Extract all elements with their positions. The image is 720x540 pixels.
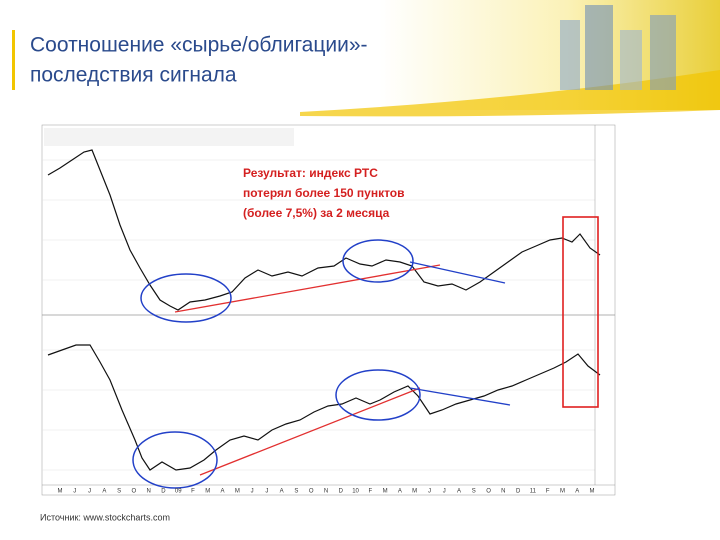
month-label: M	[235, 489, 240, 495]
month-label: M	[590, 489, 595, 495]
title: Соотношение «сырье/облигации»-	[30, 34, 368, 57]
month-label: O	[132, 489, 137, 495]
building	[620, 30, 642, 90]
month-label: J	[265, 489, 268, 495]
building	[650, 15, 676, 90]
month-label: M	[560, 489, 565, 495]
month-label: A	[575, 489, 579, 495]
month-label: A	[398, 489, 402, 495]
month-label: J	[88, 489, 91, 495]
month-label: A	[457, 489, 461, 495]
month-label: J	[73, 489, 76, 495]
annotation-line: (более 7,5%) за 2 месяца	[243, 206, 390, 220]
month-label: D	[161, 489, 166, 495]
month-label: J	[428, 489, 431, 495]
x-axis-labels: M J J A S O N D 09 F M A M J J A S O N D 10 F M A M J J A S O N D 11 F M A M	[58, 489, 595, 495]
chart-header	[44, 128, 294, 146]
month-label: A	[102, 489, 106, 495]
month-label: O	[486, 489, 491, 495]
month-label: N	[324, 489, 328, 495]
month-label: M	[205, 489, 210, 495]
month-label: 11	[530, 489, 537, 495]
subtitle: последствия сигнала	[30, 64, 237, 87]
chart-frame	[41, 124, 616, 496]
ratio-line	[47, 344, 601, 471]
month-label: D	[516, 489, 521, 495]
trend-line	[409, 261, 506, 284]
signal-box	[562, 216, 599, 408]
month-label: O	[309, 489, 314, 495]
month-label: N	[146, 489, 150, 495]
grid	[42, 159, 595, 471]
month-label: S	[294, 489, 298, 495]
source: Источник: www.stockcharts.com	[40, 512, 170, 522]
support-line	[199, 387, 421, 476]
month-label: M	[412, 489, 417, 495]
month-label: F	[368, 489, 372, 495]
support-line	[174, 264, 441, 313]
month-label: 10	[352, 489, 359, 495]
title-accent	[12, 30, 15, 90]
month-label: S	[117, 489, 121, 495]
month-label: N	[501, 489, 505, 495]
annotation-line: потерял более 150 пунктов	[243, 186, 405, 200]
month-label: A	[221, 489, 225, 495]
month-label: S	[472, 489, 476, 495]
month-label: A	[280, 489, 284, 495]
annotation-line: Результат: индекс РТС	[243, 166, 378, 180]
price-line	[47, 149, 601, 311]
month-label: F	[546, 489, 550, 495]
month-label: F	[191, 489, 195, 495]
header-swoop	[300, 70, 720, 117]
month-label: J	[443, 489, 446, 495]
month-label: J	[251, 489, 254, 495]
month-label: M	[383, 489, 388, 495]
building	[585, 5, 613, 90]
trend-line	[409, 387, 511, 406]
highlight-ellipses	[132, 239, 421, 489]
building	[560, 20, 580, 90]
month-label: 09	[175, 489, 182, 495]
month-label: M	[58, 489, 63, 495]
month-label: D	[339, 489, 344, 495]
